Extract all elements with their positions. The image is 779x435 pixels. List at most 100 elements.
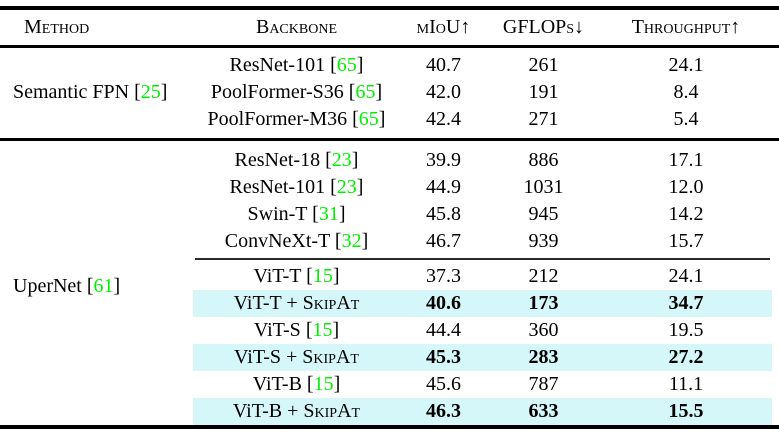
citation-bracket: ] xyxy=(375,81,383,103)
rows-semantic-fpn: ResNet-101 [65] 40.7 261 24.1 PoolFormer-S36… xyxy=(193,52,772,133)
cell-throughput: 12.0 xyxy=(668,176,704,198)
cell-gflops: 1031 xyxy=(523,176,564,198)
cell-throughput: 27.2 xyxy=(668,346,704,368)
citation-bracket: ] xyxy=(113,274,121,297)
citation-link[interactable]: 15 xyxy=(313,373,334,395)
table-row: ViT-T + SkipAt 40.6 173 34.7 xyxy=(193,290,772,317)
col-header-gflops: GFLOPs↓ xyxy=(502,16,585,38)
col-header-backbone: Backbone xyxy=(255,16,337,38)
cell-backbone: ViT-B + SkipAt xyxy=(232,400,361,422)
cell-gflops: 271 xyxy=(528,108,559,130)
col-header-method: Method xyxy=(24,16,90,38)
rule-section-divider xyxy=(0,138,779,141)
citation-bracket: [ xyxy=(325,149,332,171)
section-upernet: UperNet [61] ResNet-18 [23] 39.9 886 17.1 Re… xyxy=(0,141,779,425)
cell-throughput: 8.4 xyxy=(673,81,699,103)
citation-bracket: [ xyxy=(334,230,342,252)
citation-bracket: ] xyxy=(378,108,386,130)
method-name: UperNet xyxy=(13,274,82,297)
cell-miou: 46.3 xyxy=(426,400,461,422)
citation-link[interactable]: 65 xyxy=(358,108,379,130)
rows-upernet: ResNet-18 [23] 39.9 886 17.1 ResNet-101 [23]… xyxy=(193,147,772,425)
cell-throughput: 5.4 xyxy=(673,108,699,130)
cell-gflops: 191 xyxy=(528,81,559,103)
citation-link[interactable]: 15 xyxy=(312,319,333,341)
table-row: Swin-T [31] 45.8 945 14.2 xyxy=(193,201,772,228)
citation-bracket: [ xyxy=(306,373,314,395)
citation-bracket: [ xyxy=(86,274,94,297)
table-row: PoolFormer-M36 [65] 42.4 271 5.4 xyxy=(193,106,772,133)
table-row: PoolFormer-S36 [65] 42.0 191 8.4 xyxy=(193,79,772,106)
cell-throughput: 19.5 xyxy=(668,319,704,341)
section-semantic-fpn: Semantic FPN [25] ResNet-101 [65] 40.7 261… xyxy=(0,48,779,138)
cell-backbone: ViT-S [15] xyxy=(253,319,340,341)
partial-rule-divider xyxy=(193,255,772,263)
citation-bracket: ] xyxy=(356,176,364,198)
cell-gflops: 633 xyxy=(528,400,559,422)
cell-gflops: 945 xyxy=(528,203,559,225)
cell-throughput: 15.5 xyxy=(668,400,704,422)
citation-bracket: [ xyxy=(312,203,319,225)
citation-bracket: ] xyxy=(361,230,369,252)
citation-bracket: [ xyxy=(352,108,359,130)
cell-backbone: ViT-S + SkipAt xyxy=(234,346,359,368)
citation-link[interactable]: 65 xyxy=(355,81,376,103)
citation-bracket: [ xyxy=(306,265,313,287)
cell-miou: 42.0 xyxy=(426,81,461,103)
cell-gflops: 360 xyxy=(528,319,559,341)
cell-gflops: 261 xyxy=(528,54,559,76)
skipat-label: SkipAt xyxy=(303,400,361,422)
cell-miou: 40.7 xyxy=(426,54,461,76)
table-row: ConvNeXt-T [32] 46.7 939 15.7 xyxy=(193,228,772,255)
citation-link[interactable]: 23 xyxy=(331,149,352,171)
skipat-label: SkipAt xyxy=(302,346,359,368)
citation-bracket: ] xyxy=(351,149,359,171)
citation-link[interactable]: 32 xyxy=(341,230,362,252)
citation-bracket: ] xyxy=(333,373,341,395)
cell-backbone: ViT-T + SkipAt xyxy=(233,292,360,314)
cell-backbone: ViT-T [15] xyxy=(253,265,340,287)
cell-backbone: ConvNeXt-T [32] xyxy=(224,230,369,252)
cell-gflops: 173 xyxy=(528,292,559,314)
cell-throughput: 14.2 xyxy=(668,203,704,225)
cell-gflops: 212 xyxy=(528,265,559,287)
cell-backbone: PoolFormer-S36 [65] xyxy=(210,81,383,103)
cell-backbone: ResNet-101 [65] xyxy=(229,54,364,76)
citation-bracket: [ xyxy=(134,81,141,103)
rule-bottom xyxy=(0,425,779,429)
cell-throughput: 11.1 xyxy=(668,373,704,395)
cell-backbone: PoolFormer-M36 [65] xyxy=(207,108,386,130)
cell-miou: 45.6 xyxy=(426,373,461,395)
citation-link[interactable]: 61 xyxy=(93,274,114,297)
cell-throughput: 34.7 xyxy=(668,292,704,314)
method-label-semantic-fpn: Semantic FPN [25] xyxy=(0,52,193,133)
col-header-throughput: Throughput↑ xyxy=(631,16,741,38)
citation-bracket: [ xyxy=(348,81,356,103)
cell-miou: 42.4 xyxy=(426,108,461,130)
cell-miou: 44.9 xyxy=(426,176,461,198)
citation-link[interactable]: 65 xyxy=(336,54,357,76)
citation-bracket: ] xyxy=(356,54,364,76)
cell-miou: 45.8 xyxy=(426,203,461,225)
method-label-upernet: UperNet [61] xyxy=(0,147,193,425)
citation-bracket: [ xyxy=(330,54,337,76)
citation-link[interactable]: 15 xyxy=(312,265,333,287)
cell-gflops: 283 xyxy=(528,346,559,368)
citation-link[interactable]: 23 xyxy=(336,176,357,198)
citation-link[interactable]: 31 xyxy=(318,203,339,225)
cell-miou: 46.7 xyxy=(426,230,461,252)
table-row: ViT-S [15] 44.4 360 19.5 xyxy=(193,317,772,344)
cell-gflops: 787 xyxy=(528,373,559,395)
cell-miou: 44.4 xyxy=(426,319,461,341)
cell-backbone: ResNet-101 [23] xyxy=(229,176,364,198)
table-row: ViT-B + SkipAt 46.3 633 15.5 xyxy=(193,398,772,425)
citation-bracket: ] xyxy=(338,203,346,225)
citation-link[interactable]: 25 xyxy=(140,81,161,103)
cell-throughput: 17.1 xyxy=(668,149,704,171)
citation-bracket: [ xyxy=(330,176,337,198)
table-row: ResNet-101 [65] 40.7 261 24.1 xyxy=(193,52,772,79)
skipat-label: SkipAt xyxy=(302,292,360,314)
table-row: ResNet-18 [23] 39.9 886 17.1 xyxy=(193,147,772,174)
partial-rule xyxy=(195,258,770,260)
